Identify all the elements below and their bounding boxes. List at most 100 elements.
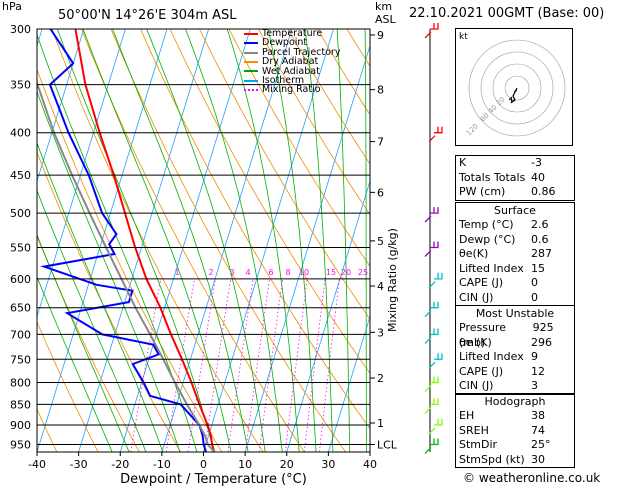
stat-label: Lifted Index <box>459 350 524 363</box>
stat-label: Totals Totals <box>459 170 526 184</box>
stat-value: 0.86 <box>531 185 556 198</box>
indices-box: K -3 Totals Totals 40 PW (cm) 0.86 <box>455 155 575 201</box>
dry-adiabat <box>81 29 305 452</box>
legend-item: Temperature <box>244 29 340 38</box>
legend-swatch <box>244 70 258 73</box>
wind-barb <box>424 241 439 257</box>
legend-label: Mixing Ratio <box>262 84 321 96</box>
wind-barb <box>428 419 443 435</box>
stat-value: 0 <box>531 290 538 304</box>
hodograph-stats-box: Hodograph EH 38 SREH 74 StmDir 25° StmSpd (kt) 3… <box>455 393 575 468</box>
dry-adiabat <box>583 29 629 452</box>
mixing-ratio-line <box>165 278 195 452</box>
mixing-ratio-line <box>245 278 270 452</box>
mixing-ratio-line <box>130 278 162 452</box>
pressure-tick-label: 650 <box>10 302 31 315</box>
hodograph-ring-label: 20 <box>495 95 507 107</box>
mixing-ratio-line <box>227 278 254 452</box>
stat-value: 38 <box>531 409 545 422</box>
stat-row: CAPE (J) 0 <box>456 276 574 291</box>
mixing-ratio-label: 1 <box>174 268 179 277</box>
km-label: 9 <box>377 29 384 42</box>
mixing-ratio-line <box>258 278 283 452</box>
stat-row: K -3 <box>456 156 574 171</box>
isotherm <box>161 29 293 452</box>
km-label: 3 <box>377 326 384 339</box>
legend-item: Parcel Trajectory <box>244 47 340 57</box>
mixing-ratio-line <box>303 278 326 452</box>
stat-value: 74 <box>531 423 545 437</box>
stat-label: SREH <box>459 423 489 437</box>
temp-tick-label: -40 <box>28 458 46 471</box>
stat-row: CIN (J) 0 <box>456 291 574 306</box>
temp-tick-label: 40 <box>363 458 377 471</box>
legend-swatch <box>244 32 258 35</box>
stat-label: CAPE (J) <box>459 364 504 378</box>
mixing-ratio-label: 25 <box>358 268 368 277</box>
dry-adiabat <box>110 29 347 452</box>
stat-row: CAPE (J) 12 <box>456 365 574 380</box>
km-label: 5 <box>377 235 384 248</box>
mixing-ratio-line <box>187 278 216 452</box>
wind-barb <box>424 376 439 393</box>
pressure-tick-label: 350 <box>10 79 31 92</box>
dry-adiabat <box>169 29 370 374</box>
stat-row: Temp (°C) 2.6 <box>456 218 574 233</box>
legend-label: Temperature <box>262 28 323 39</box>
stat-label: StmSpd (kt) <box>459 452 525 466</box>
temp-tick-label: 10 <box>238 458 252 471</box>
box-title: Surface <box>494 204 536 217</box>
temp-tick-label: 0 <box>200 458 207 471</box>
x-axis-title: Dewpoint / Temperature (°C) <box>120 472 307 486</box>
hodograph-ring <box>504 75 530 101</box>
stat-value: -3 <box>531 156 542 169</box>
dry-adiabat <box>51 29 264 452</box>
km-label: 4 <box>377 280 384 293</box>
isotherm <box>37 29 85 183</box>
stat-label: StmDir <box>459 438 498 451</box>
km-label: LCL <box>377 438 398 451</box>
dry-adiabat <box>37 68 223 452</box>
series-temperature <box>74 29 216 452</box>
hodograph-unit: kt <box>459 32 468 42</box>
hodograph-ring <box>480 51 554 125</box>
legend-item: Dewpoint <box>244 37 340 49</box>
stat-value: 12 <box>531 364 545 378</box>
pressure-tick-label: 800 <box>10 377 31 390</box>
legend-label: Dry Adiabat <box>262 56 319 68</box>
dry-adiabat <box>258 29 370 216</box>
box-title: Hodograph <box>484 395 546 408</box>
stat-row: Lifted Index 15 <box>456 262 574 277</box>
dry-adiabat <box>37 321 99 452</box>
km-label: 1 <box>377 417 384 430</box>
mixing-ratio-label: 4 <box>245 268 250 277</box>
temp-tick-label: 20 <box>280 458 294 471</box>
temp-tick-label: -20 <box>111 458 129 471</box>
legend-item: Mixing Ratio <box>244 84 340 96</box>
stat-row: Dewp (°C) 0.6 <box>456 233 574 248</box>
mixing-ratio-label: 3 <box>229 268 234 277</box>
pressure-tick-label: 450 <box>10 169 31 182</box>
mixing-ratio-line <box>203 278 232 452</box>
legend-label: Dewpoint <box>262 37 308 49</box>
stat-row: θe(K) 287 <box>456 247 574 262</box>
stat-row: StmDir 25° <box>456 438 574 453</box>
stat-label: θe(K) <box>459 247 489 260</box>
location-title: 50°00'N 14°26'E 304m ASL <box>58 8 237 23</box>
pressure-tick-label: 300 <box>10 23 31 36</box>
stat-label: CAPE (J) <box>459 276 504 289</box>
wind-barb <box>424 398 439 414</box>
wet-adiabat <box>37 33 198 452</box>
stat-row: PW (cm) 0.86 <box>456 185 574 200</box>
isotherm <box>119 29 251 452</box>
surface-box: Surface Temp (°C) 2.6 Dewp (°C) 0.6 θe(K) 287 L… <box>455 202 575 306</box>
wind-barb <box>428 353 443 369</box>
stat-value: 0.6 <box>531 232 549 246</box>
stat-value: 40 <box>531 170 545 184</box>
legend-item: Isotherm <box>244 76 340 85</box>
pressure-tick-label: 900 <box>10 419 31 432</box>
pressure-tick-label: 850 <box>10 398 31 411</box>
mixing-ratio-line <box>284 278 308 452</box>
copyright-footer: © weatheronline.co.uk <box>463 471 601 485</box>
